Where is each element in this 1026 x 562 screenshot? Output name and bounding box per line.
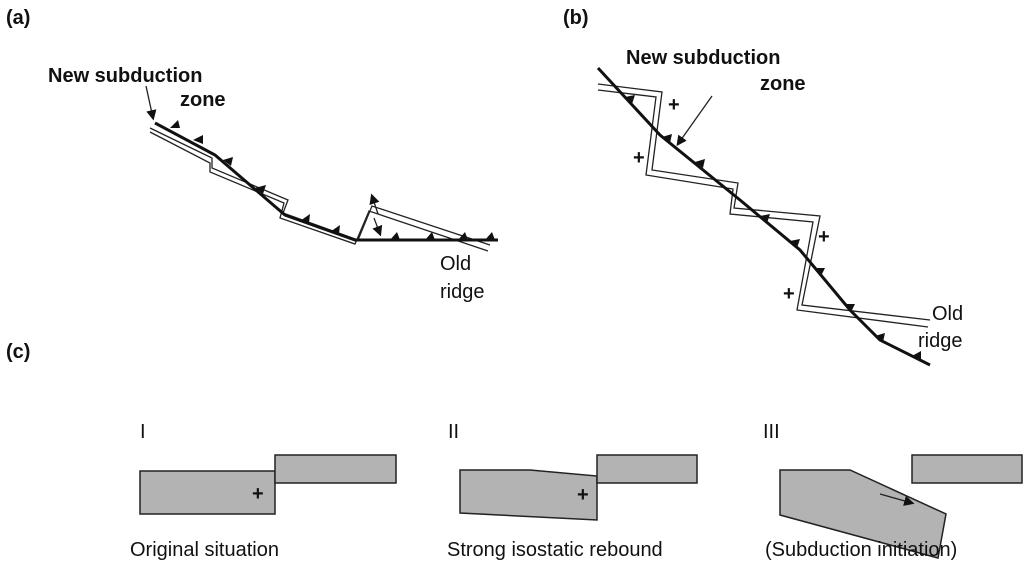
plate-block: [274, 454, 397, 484]
annotation: New subduction: [626, 47, 780, 69]
arrow: [145, 85, 157, 121]
plate-block: [779, 469, 947, 559]
plate-block: [139, 470, 276, 515]
subduction-line: [154, 121, 498, 242]
plus-sign: +: [668, 94, 680, 116]
panel-label: (a): [6, 7, 30, 29]
plus-sign: +: [818, 226, 830, 248]
plate-block: [911, 454, 1023, 484]
panel-label: (c): [6, 341, 30, 363]
stage-numeral: II: [448, 421, 459, 443]
teeth: [170, 120, 495, 240]
plus-sign: +: [783, 283, 795, 305]
panel-c: (c) I II III + + Original situation Stro…: [6, 341, 1023, 561]
arrow: [879, 493, 915, 506]
panel-a: (a) New subduction zone Old ridge: [6, 7, 498, 303]
arrow: [369, 193, 380, 215]
stage-caption: Strong isostatic rebound: [447, 539, 663, 561]
plate-block: [596, 454, 698, 484]
panel-b: (b) New subduction zone + + + + Old ridg…: [563, 7, 963, 367]
annotation: zone: [180, 89, 226, 111]
annotation: zone: [760, 73, 806, 95]
plus-sign: +: [252, 483, 264, 505]
annotation: ridge: [918, 330, 962, 352]
stage-caption: Original situation: [130, 539, 279, 561]
plate-block: [459, 469, 598, 521]
subduction-line: [596, 66, 931, 367]
annotation: ridge: [440, 281, 484, 303]
annotation: Old: [440, 253, 471, 275]
stage-numeral: I: [140, 421, 146, 443]
panel-label: (b): [563, 7, 589, 29]
teeth: [625, 95, 921, 360]
annotation: Old: [932, 303, 963, 325]
plus-sign: +: [577, 484, 589, 506]
annotation: New subduction: [48, 65, 202, 87]
arrow: [676, 95, 713, 147]
stage-numeral: III: [763, 421, 780, 443]
plus-sign: +: [633, 147, 645, 169]
arrow: [372, 217, 383, 237]
stage-caption: (Subduction initiation): [765, 539, 957, 561]
